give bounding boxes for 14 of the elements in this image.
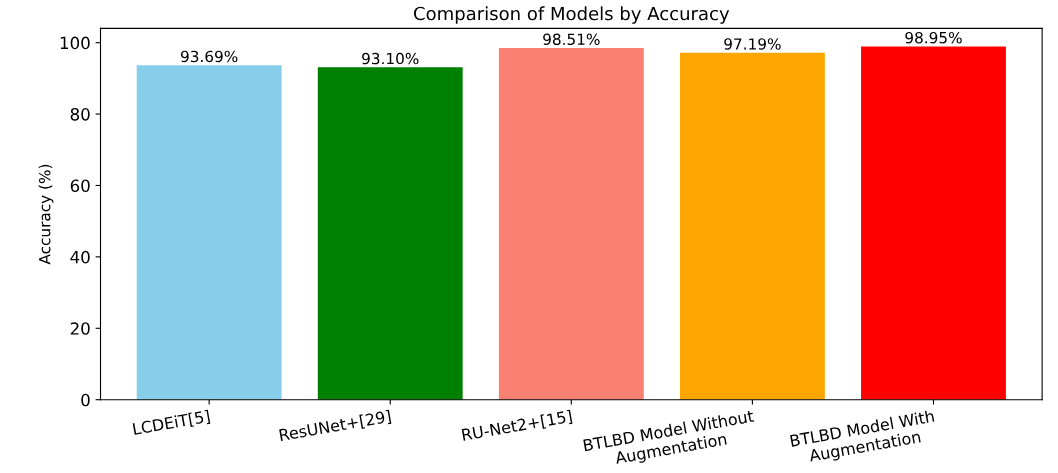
chart-title: Comparison of Models by Accuracy bbox=[414, 6, 730, 24]
y-tick-label: 60 bbox=[70, 179, 90, 193]
data-label: 98.95% bbox=[905, 31, 962, 44]
data-label: 98.51% bbox=[543, 33, 600, 46]
x-tick-label: LCDEiT[5] bbox=[132, 409, 211, 437]
data-label: 93.10% bbox=[362, 52, 419, 65]
data-label: 93.69% bbox=[180, 50, 238, 63]
y-axis-title: Accuracy (%) bbox=[38, 164, 54, 265]
data-label: 97.19% bbox=[724, 38, 781, 50]
y-tick-label: 40 bbox=[70, 250, 90, 264]
y-tick-label: 100 bbox=[60, 36, 90, 50]
y-tick-label: 80 bbox=[70, 108, 90, 121]
y-tick-label: 0 bbox=[81, 393, 90, 407]
y-tick-label: 20 bbox=[70, 322, 90, 335]
